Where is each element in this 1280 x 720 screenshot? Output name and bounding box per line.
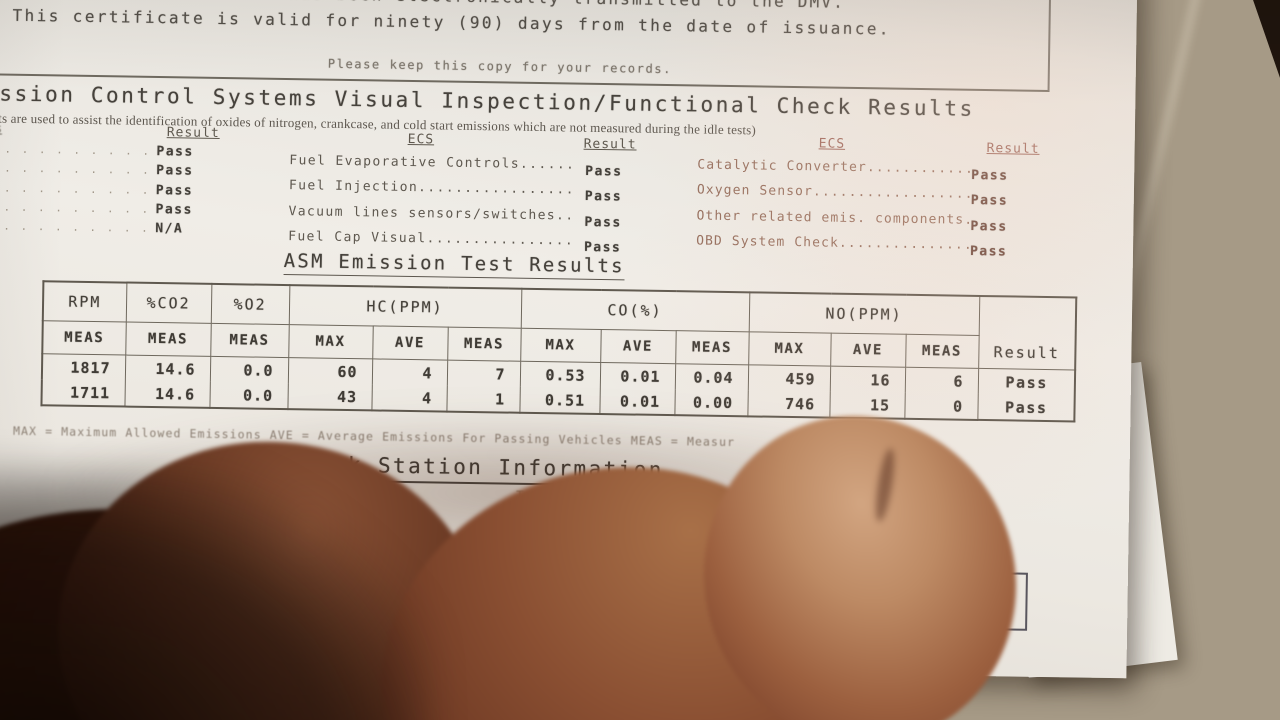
bottom-left-shadow [0,468,430,720]
